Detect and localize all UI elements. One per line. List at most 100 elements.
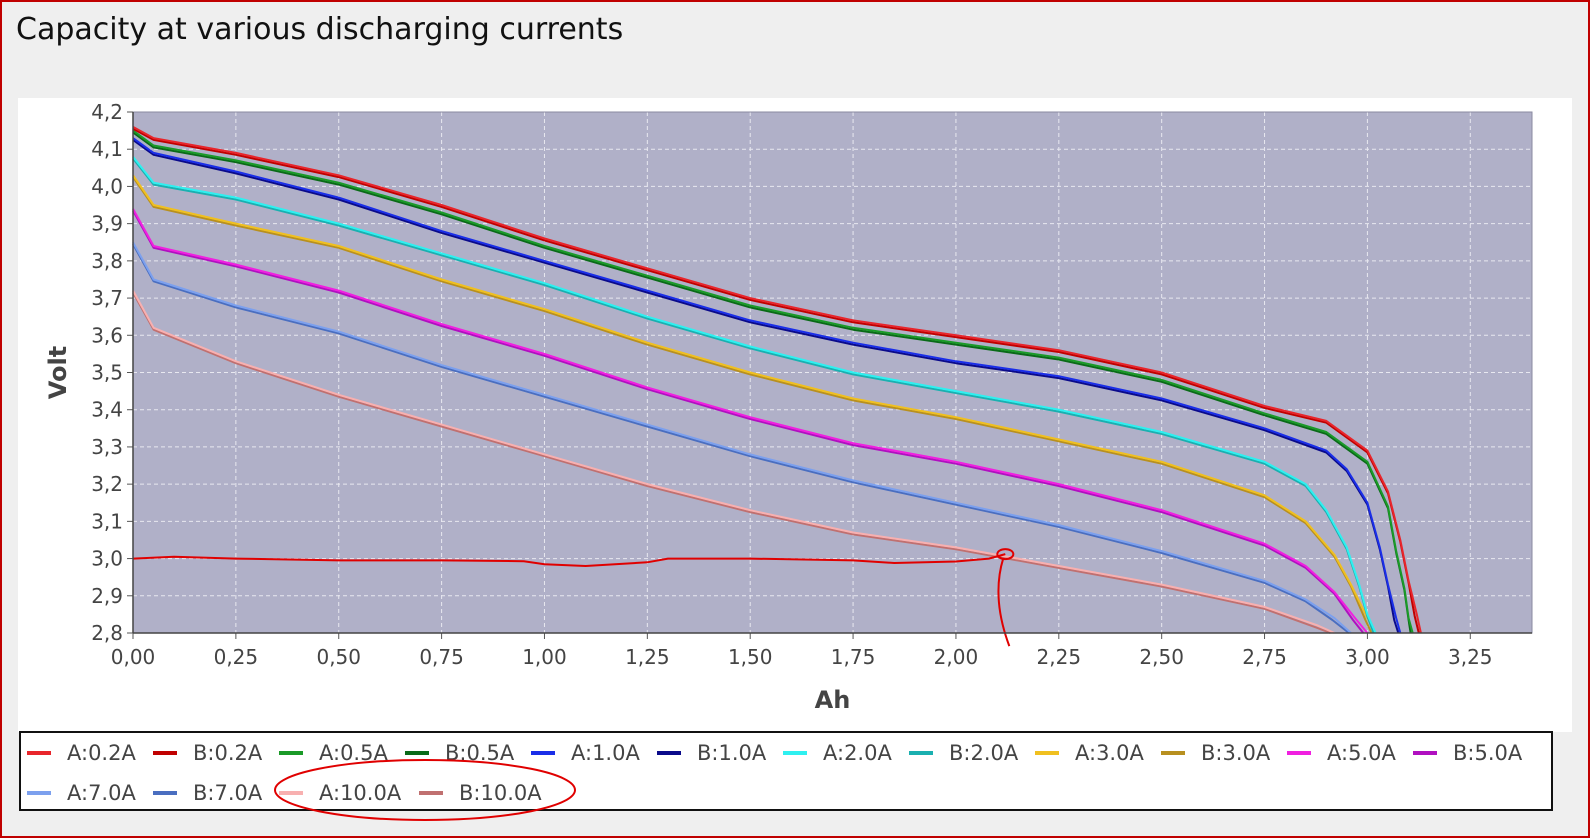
x-tick-label: 2,50 xyxy=(1139,645,1184,669)
series-line-a-3-0a xyxy=(132,174,1377,634)
series-group xyxy=(132,126,1422,634)
legend-item: A:10.0A xyxy=(279,781,401,805)
legend-label: B:10.0A xyxy=(459,781,542,805)
series-line-b-5-0a xyxy=(132,210,1365,634)
legend-swatch xyxy=(419,791,443,795)
series-line-a-7-0a xyxy=(132,241,1352,634)
y-tick-label: 3,9 xyxy=(91,212,123,236)
y-tick-label: 3,5 xyxy=(91,361,123,385)
legend-label: A:0.2A xyxy=(67,741,136,765)
hand-annotations xyxy=(132,548,1015,647)
legend-swatch xyxy=(279,751,303,755)
legend-item: A:0.5A xyxy=(279,741,388,765)
legend-label: A:1.0A xyxy=(571,741,640,765)
x-tick-label: 0,75 xyxy=(419,645,464,669)
legend-item: A:1.0A xyxy=(531,741,640,765)
legend-label: B:0.2A xyxy=(193,741,263,765)
y-tick-label: 4,1 xyxy=(91,137,123,161)
page-title: Capacity at various discharging currents xyxy=(16,12,624,47)
legend-item: B:0.5A xyxy=(405,741,514,765)
legend-label: B:3.0A xyxy=(1201,741,1271,765)
series-line-a-0-5a xyxy=(132,129,1414,634)
x-tick-label: 1,50 xyxy=(728,645,773,669)
chart-panel: 0,00 0,25 0,50 0,75 1,00 1,25 1,50 1,75 2,00 2,25… xyxy=(18,98,1572,732)
legend-item: A:5.0A xyxy=(1287,741,1396,765)
legend-item: B:2.0A xyxy=(909,741,1018,765)
legend-label: A:0.5A xyxy=(319,741,388,765)
x-tick-label: 0,25 xyxy=(214,645,259,669)
x-tick-label: 1,00 xyxy=(522,645,567,669)
legend-label: A:7.0A xyxy=(67,781,136,805)
y-tick-label: 3,0 xyxy=(91,547,123,571)
legend-item: A:7.0A xyxy=(27,781,136,805)
legend-label: A:2.0A xyxy=(823,741,892,765)
x-tick-label: 2,25 xyxy=(1037,645,1082,669)
legend-item: A:3.0A xyxy=(1035,741,1144,765)
x-tick-label: 1,25 xyxy=(625,645,670,669)
x-tick-label: 0,00 xyxy=(111,645,156,669)
legend: A:0.2A B:0.2A A:0.5A B:0.5A A:1.0A B:1.0A A:2.… xyxy=(19,731,1553,811)
series-line-a-2-0a xyxy=(132,156,1377,634)
plot-background xyxy=(133,112,1532,633)
legend-label: B:5.0A xyxy=(1453,741,1523,765)
legend-item: B:10.0A xyxy=(419,781,542,805)
legend-item: A:2.0A xyxy=(783,741,892,765)
y-tick-label: 4,2 xyxy=(91,100,123,124)
series-line-b-7-0a xyxy=(132,243,1350,634)
legend-label: B:7.0A xyxy=(193,781,263,805)
legend-swatch xyxy=(1287,751,1311,755)
legend-swatch xyxy=(783,751,807,755)
x-tick-label: 3,25 xyxy=(1448,645,1493,669)
y-tick-label: 3,3 xyxy=(91,435,123,459)
legend-swatch xyxy=(153,751,177,755)
x-tick-label: 0,50 xyxy=(316,645,361,669)
legend-label: B:1.0A xyxy=(697,741,767,765)
y-tick-label: 2,8 xyxy=(91,621,123,645)
legend-swatch xyxy=(153,791,177,795)
series-line-a-1-0a xyxy=(132,137,1402,634)
y-tick-label: 3,8 xyxy=(91,249,123,273)
legend-item: B:3.0A xyxy=(1161,741,1270,765)
legend-label: B:2.0A xyxy=(949,741,1019,765)
x-tick-label: 2,75 xyxy=(1242,645,1287,669)
legend-swatch xyxy=(1413,751,1437,755)
hand-drawn-circle-marker xyxy=(996,548,1015,561)
legend-swatch xyxy=(1161,751,1185,755)
legend-swatch xyxy=(27,751,51,755)
legend-swatch xyxy=(27,791,51,795)
x-tick-label: 3,00 xyxy=(1345,645,1390,669)
legend-item: B:1.0A xyxy=(657,741,766,765)
x-tick-label: 2,00 xyxy=(934,645,979,669)
x-tick-label: 1,75 xyxy=(831,645,876,669)
y-tick-label: 3,2 xyxy=(91,472,123,496)
legend-swatch xyxy=(909,751,933,755)
legend-label: A:3.0A xyxy=(1075,741,1144,765)
legend-label: B:0.5A xyxy=(445,741,515,765)
y-axis-label: Volt xyxy=(44,346,72,399)
legend-item: B:7.0A xyxy=(153,781,262,805)
legend-item: B:0.2A xyxy=(153,741,262,765)
chart-svg: 0,00 0,25 0,50 0,75 1,00 1,25 1,50 1,75 2,00 2,25… xyxy=(44,100,1533,714)
y-tick-label: 3,7 xyxy=(91,286,123,310)
series-line-a-5-0a xyxy=(132,208,1369,634)
legend-swatch xyxy=(1035,751,1059,755)
legend-swatch xyxy=(657,751,681,755)
series-line-b-10-0a xyxy=(132,292,1331,634)
legend-item: A:0.2A xyxy=(27,741,136,765)
legend-label: A:5.0A xyxy=(1327,741,1396,765)
y-tick-label: 3,4 xyxy=(91,398,123,422)
y-tick-label: 2,9 xyxy=(91,584,123,608)
legend-swatch xyxy=(279,791,303,795)
y-tick-label: 3,6 xyxy=(91,323,123,347)
hand-drawn-pointer-line xyxy=(997,557,1011,647)
legend-item: B:5.0A xyxy=(1413,741,1522,765)
series-line-a-10-0a xyxy=(132,290,1335,634)
legend-label: A:10.0A xyxy=(319,781,402,805)
y-tick-label: 3,1 xyxy=(91,509,123,533)
x-axis-label: Ah xyxy=(815,686,851,714)
hand-drawn-cutoff-line xyxy=(132,553,1006,568)
axis-ticks: 0,00 0,25 0,50 0,75 1,00 1,25 1,50 1,75 2,00 2,25… xyxy=(91,100,1492,669)
series-line-a-0-2a xyxy=(132,126,1422,634)
legend-swatch xyxy=(531,751,555,755)
